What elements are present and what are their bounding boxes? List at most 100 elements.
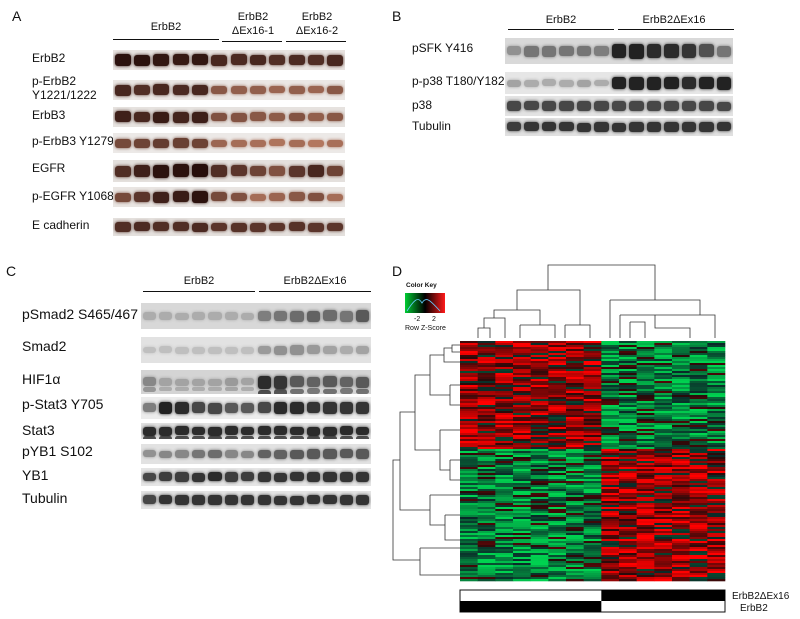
blot-band [356, 309, 370, 322]
blot-band [699, 122, 714, 132]
heatmap-cell [477, 397, 496, 400]
heatmap-cell [495, 481, 514, 484]
heatmap-cell [636, 527, 655, 530]
heatmap-cell [460, 373, 478, 376]
heatmap-cell [495, 349, 514, 352]
heatmap-cell [460, 553, 478, 556]
heatmap-cell [601, 357, 620, 360]
heatmap-cell [566, 405, 584, 408]
blot-band [594, 79, 609, 87]
heatmap-cell [495, 421, 514, 424]
heatmap-cell [460, 559, 478, 562]
heatmap-cell [619, 507, 637, 510]
heatmap-cell [654, 389, 673, 392]
row-label: pYB1 S102 [22, 443, 93, 459]
heatmap-cell [530, 497, 549, 500]
heatmap-cell [636, 493, 655, 496]
heatmap-cell [513, 389, 531, 392]
heatmap-cell [495, 441, 514, 444]
heatmap-cell [654, 377, 673, 380]
blot-band-lower [158, 436, 173, 439]
heatmap-cell [583, 361, 602, 364]
blot-band [269, 112, 286, 121]
heatmap-cell [513, 371, 531, 374]
heatmap-cell [689, 405, 708, 408]
blot-band [646, 77, 662, 90]
heatmap-cell [707, 461, 726, 464]
heatmap-cell [707, 447, 726, 450]
group-underline [143, 291, 255, 292]
heatmap-cell [636, 569, 655, 572]
heatmap-cell [689, 575, 708, 578]
heatmap-cell [513, 495, 531, 498]
heatmap-cell [548, 545, 567, 548]
heatmap-cell [583, 525, 602, 528]
heatmap-cell [548, 397, 567, 400]
heatmap-cell [601, 503, 620, 506]
blot-band [307, 165, 325, 177]
heatmap-cell [460, 549, 478, 552]
heatmap-cell [707, 453, 726, 456]
blot-band [541, 46, 557, 57]
heatmap-cell [530, 513, 549, 516]
heatmap-cell [619, 493, 637, 496]
heatmap-cell [513, 419, 531, 422]
heatmap-cell [672, 501, 690, 504]
heatmap-cell [689, 525, 708, 528]
heatmap-cell [636, 357, 655, 360]
heatmap-cell [654, 521, 673, 524]
heatmap-cell [583, 385, 602, 388]
group-underline [508, 29, 614, 30]
heatmap-cell [548, 527, 567, 530]
heatmap-cell [619, 567, 637, 570]
row-label: p-EGFR Y1068 [32, 189, 114, 203]
heatmap-cell [477, 457, 496, 460]
heatmap-cell [513, 431, 531, 434]
heatmap-cell [619, 451, 637, 454]
heatmap-cell [477, 369, 496, 372]
heatmap-cell [477, 449, 496, 452]
heatmap-cell [530, 579, 549, 582]
heatmap-cell [566, 501, 584, 504]
heatmap-cell [689, 413, 708, 416]
heatmap-cell [513, 577, 531, 580]
heatmap-cell [495, 439, 514, 442]
heatmap-cell [530, 443, 549, 446]
blot-band-lower [224, 387, 239, 392]
heatmap-cell [619, 437, 637, 440]
heatmap-cell [689, 355, 708, 358]
heatmap-cell [636, 389, 655, 392]
heatmap-cell [672, 415, 690, 418]
heatmap-cell [583, 505, 602, 508]
heatmap-cell [477, 545, 496, 548]
heatmap-cell [566, 455, 584, 458]
blot-strip [113, 218, 345, 236]
heatmap-cell [672, 419, 690, 422]
blot-band-lower [356, 436, 370, 439]
heatmap-cell [601, 463, 620, 466]
heatmap-cell [548, 555, 567, 558]
heatmap-cell [566, 469, 584, 472]
heatmap-cell [495, 535, 514, 538]
blot-band [172, 164, 189, 178]
blot-band [307, 113, 325, 122]
heatmap-cell [495, 359, 514, 362]
heatmap-cell [636, 445, 655, 448]
heatmap-cell [707, 449, 726, 452]
heatmap-cell [654, 539, 673, 542]
blot-band-lower [158, 386, 173, 391]
heatmap-cell [530, 347, 549, 350]
heatmap-cell [672, 475, 690, 478]
heatmap-cell [672, 477, 690, 480]
heatmap-cell [654, 353, 673, 356]
heatmap-cell [460, 371, 478, 374]
heatmap-cell [566, 513, 584, 516]
heatmap-cell [566, 565, 584, 568]
heatmap-cell [477, 461, 496, 464]
blot-band [269, 166, 286, 176]
heatmap-cell [672, 569, 690, 572]
heatmap-cell [495, 523, 514, 526]
heatmap-cell [689, 545, 708, 548]
heatmap-cell [654, 529, 673, 532]
heatmap-cell [583, 499, 602, 502]
